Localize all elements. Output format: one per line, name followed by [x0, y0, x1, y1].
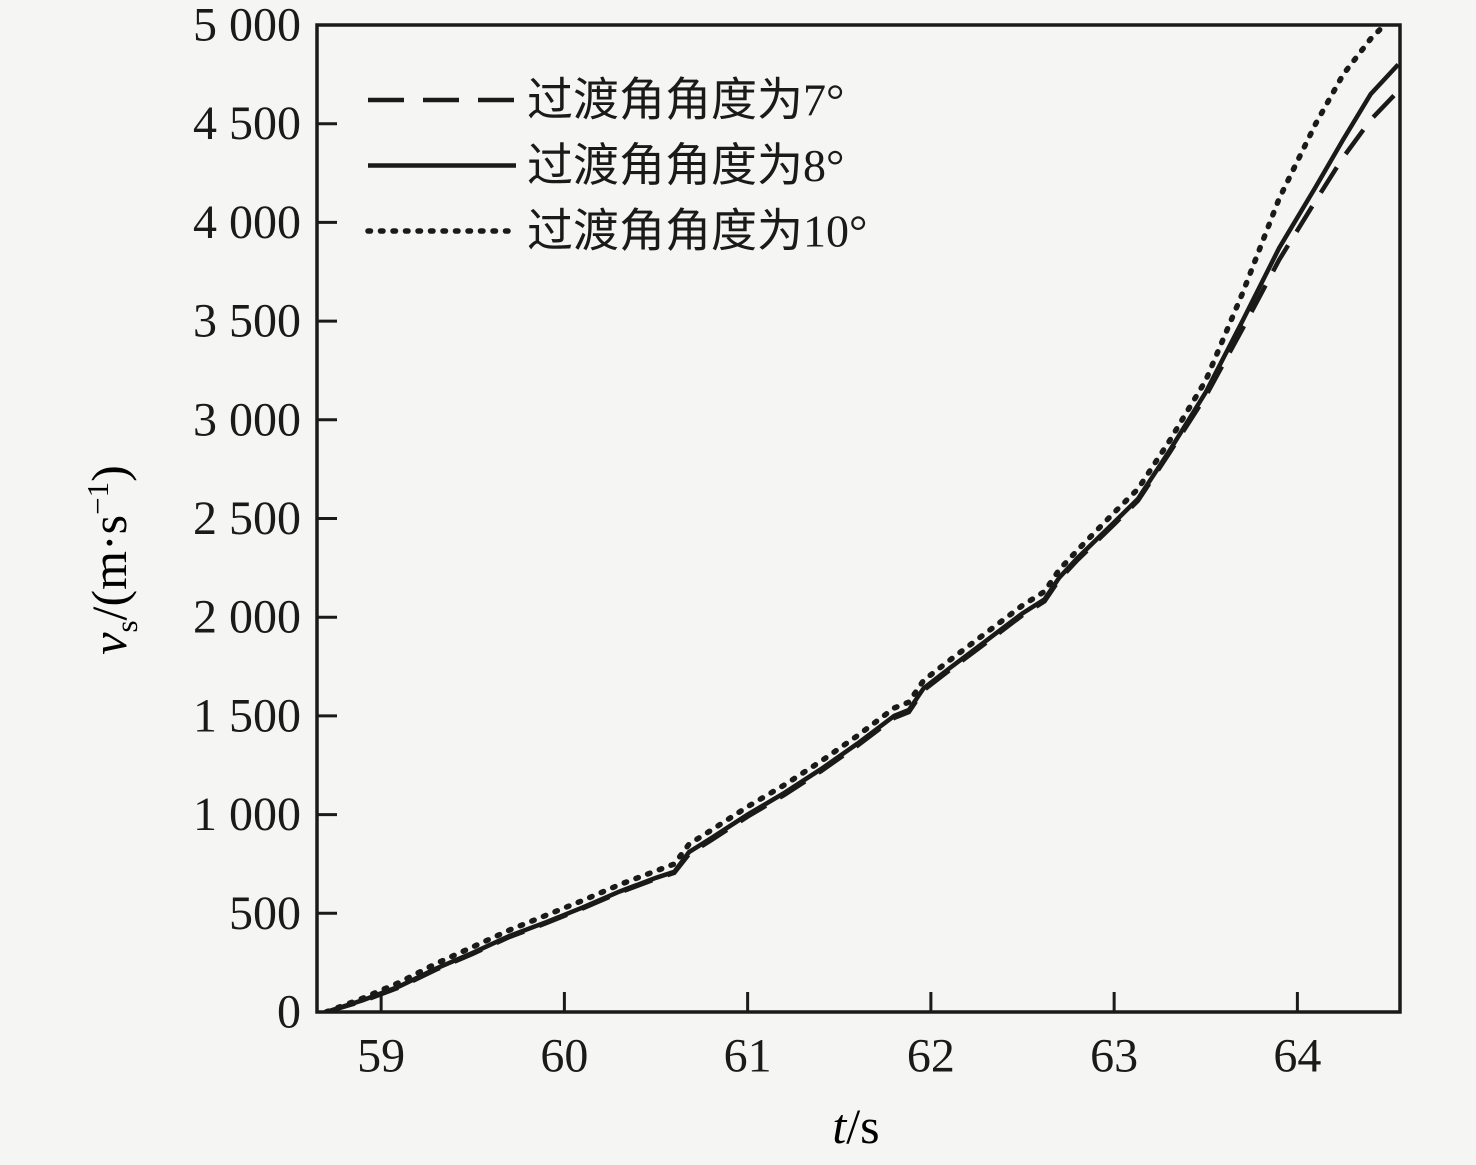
y-tick-label: 1 500 — [193, 689, 301, 742]
x-tick-label: 64 — [1273, 1030, 1321, 1083]
y-axis-variable-subscript: s — [108, 620, 144, 633]
y-axis-variable: v — [80, 632, 137, 655]
y-tick-label: 1 000 — [193, 788, 301, 841]
series-line-dotted — [323, 25, 1387, 1012]
x-axis-variable: t — [832, 1098, 847, 1154]
x-tick-label: 63 — [1090, 1030, 1138, 1083]
y-tick-label: 5 000 — [193, 0, 301, 52]
y-tick-label: 3 000 — [193, 393, 301, 446]
x-tick-label: 60 — [540, 1030, 588, 1083]
y-axis-unit-close: ) — [80, 465, 137, 482]
legend-label-1: 过渡角角度为7° — [527, 75, 844, 126]
y-tick-label: 4 500 — [193, 97, 301, 150]
legend-label-3: 过渡角角度为10° — [527, 206, 867, 257]
plot-frame — [315, 23, 1402, 1014]
x-tick-label: 59 — [357, 1030, 405, 1083]
y-tick-label: 4 000 — [193, 196, 301, 249]
x-tick-label: 61 — [724, 1030, 772, 1083]
y-tick-label: 3 500 — [193, 295, 301, 348]
y-tick-label: 0 — [277, 986, 301, 1039]
y-axis-unit: /(m·s — [80, 514, 137, 621]
y-tick-label: 2 000 — [193, 591, 301, 644]
y-axis-unit-exponent: −1 — [80, 481, 116, 515]
y-tick-label: 500 — [229, 887, 301, 940]
series-line-solid — [325, 62, 1400, 1012]
x-tick-label: 62 — [907, 1030, 955, 1083]
x-axis-label: t/s — [832, 1101, 879, 1151]
x-axis-unit: /s — [846, 1098, 880, 1154]
legend-label-2: 过渡角角度为8° — [527, 140, 844, 191]
y-tick-label: 2 500 — [193, 492, 301, 545]
y-axis-label: vs/(m·s−1) — [80, 465, 144, 655]
